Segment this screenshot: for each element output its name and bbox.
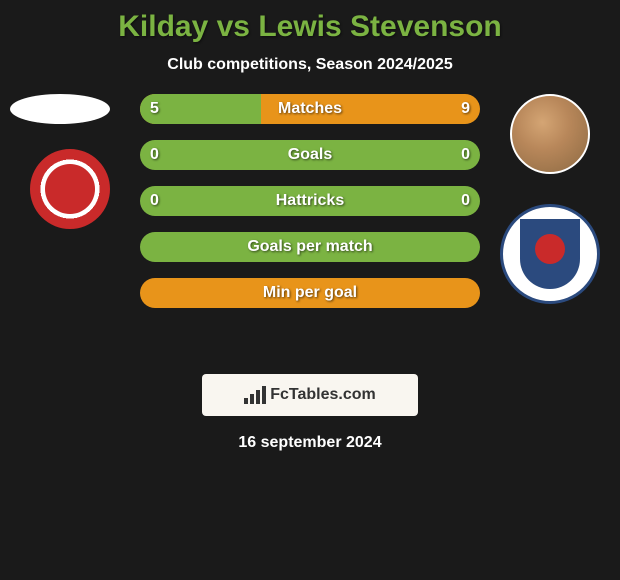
player-left-photo [10, 94, 110, 124]
player-right-photo [510, 94, 590, 174]
page-title: Kilday vs Lewis Stevenson [0, 10, 620, 44]
club-right-crest-inner [520, 219, 580, 289]
stat-label: Min per goal [140, 284, 480, 302]
stat-row-matches: 5 Matches 9 [140, 94, 480, 124]
stat-row-min-per-goal: Min per goal [140, 278, 480, 308]
club-left-crest [30, 149, 110, 229]
stat-bars: 5 Matches 9 0 Goals 0 0 Hattricks 0 Goal… [140, 94, 480, 324]
stat-right-value: 0 [461, 146, 470, 164]
stat-right-value: 0 [461, 192, 470, 210]
stat-label: Goals per match [140, 238, 480, 256]
chart-icon [244, 386, 266, 404]
stat-row-hattricks: 0 Hattricks 0 [140, 186, 480, 216]
stat-label: Hattricks [140, 192, 480, 210]
club-left-crest-inner [45, 164, 95, 214]
subtitle: Club competitions, Season 2024/2025 [0, 56, 620, 74]
date-label: 16 september 2024 [0, 434, 620, 452]
stat-row-goals-per-match: Goals per match [140, 232, 480, 262]
stat-label: Matches [140, 100, 480, 118]
stats-area: 5 Matches 9 0 Goals 0 0 Hattricks 0 Goal… [0, 94, 620, 374]
stat-label: Goals [140, 146, 480, 164]
stat-right-value: 9 [461, 100, 470, 118]
club-right-crest [500, 204, 600, 304]
stat-row-goals: 0 Goals 0 [140, 140, 480, 170]
footer-brand-badge: FcTables.com [202, 374, 418, 416]
footer-brand-text: FcTables.com [270, 386, 376, 404]
